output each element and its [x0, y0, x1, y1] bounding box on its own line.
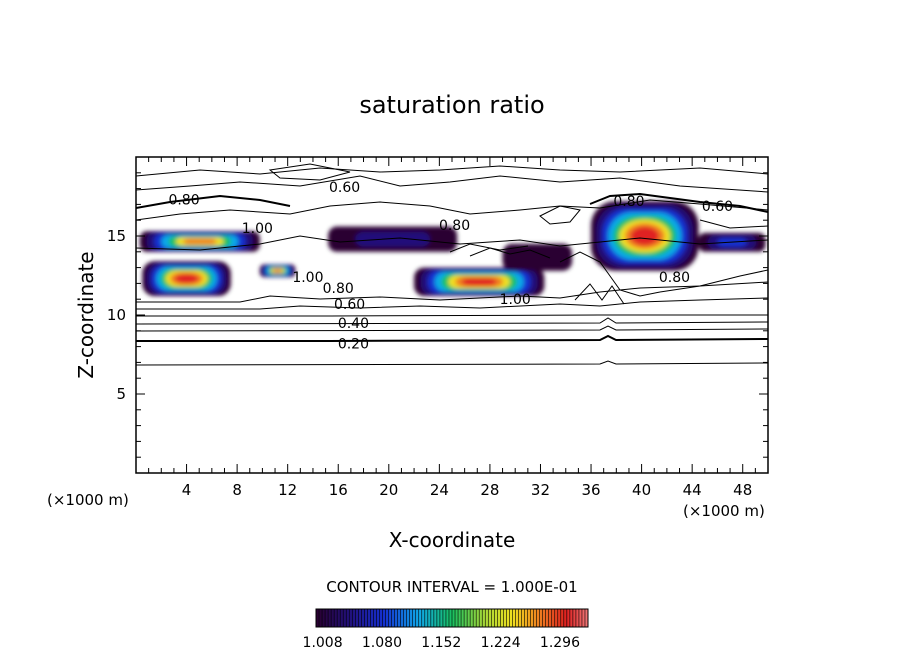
- contour-interval-text: CONTOUR INTERVAL = 1.000E-01: [326, 578, 577, 596]
- contour-label-0: 0.60: [329, 180, 360, 196]
- z-tick-label: 10: [107, 306, 126, 324]
- supersaturated-regions: [139, 201, 766, 297]
- region-3-level-1: [355, 231, 430, 247]
- x-tick-label: 40: [632, 481, 651, 499]
- contour-label-12: 0.80: [659, 270, 690, 286]
- colorbar-label: 1.008: [303, 635, 343, 651]
- x-axis-label: X-coordinate: [389, 528, 516, 552]
- colorbar-ticks: [318, 609, 586, 627]
- x-tick-label: 8: [232, 481, 242, 499]
- colorbar-label: 1.152: [421, 635, 461, 651]
- x-tick-label: 24: [430, 481, 449, 499]
- x-tick-label: 16: [329, 481, 348, 499]
- z-tick-label: 5: [116, 385, 126, 403]
- contour-label-8: 0.60: [334, 297, 365, 313]
- contour-label-1: 0.80: [168, 193, 199, 209]
- y-axis-label: Z-coordinate: [74, 251, 98, 378]
- region-4-level-7: [461, 278, 497, 286]
- region-6: [591, 201, 699, 271]
- x-tick-label: 12: [278, 481, 297, 499]
- contour-lines: [136, 163, 768, 366]
- plot-area: 0.600.80 0.600.801.00 0.801.000.800.600.40…: [136, 157, 768, 473]
- region-6-level-7: [630, 226, 659, 246]
- x-unit-left: (×1000 m): [47, 491, 129, 509]
- contour-label-11: 1.00: [500, 292, 531, 308]
- contour-labels: 0.600.80 0.600.801.00 0.801.000.800.600.40…: [168, 180, 733, 352]
- x-tick-label: 28: [480, 481, 499, 499]
- contour-label-10: 0.20: [338, 336, 369, 352]
- x-tick-label: 4: [182, 481, 192, 499]
- z-tick-label: 15: [107, 227, 126, 245]
- x-tick-label: 44: [683, 481, 702, 499]
- x-tick-label: 32: [531, 481, 550, 499]
- region-0-level-6: [183, 238, 217, 245]
- contour-label-6: 1.00: [292, 270, 323, 286]
- contour-label-7: 0.80: [323, 281, 354, 297]
- region-5: [502, 243, 573, 271]
- colorbar-label: 1.296: [540, 635, 580, 651]
- contour-label-2: 0.60: [702, 199, 733, 215]
- region-2-level-6: [272, 268, 283, 273]
- colorbar-label: 1.224: [481, 635, 521, 651]
- colorbar-labels: 1.008 1.080 1.152 1.224 1.296: [303, 635, 581, 651]
- colorbar-label: 1.080: [362, 635, 402, 651]
- x-axis: 4 8 12 16 20 24 28 32 36 40 44 48: [148, 157, 756, 499]
- region-1-level-7: [174, 274, 199, 284]
- region-5-level-0: [502, 243, 573, 271]
- contour-label-4: 1.00: [242, 221, 273, 237]
- x-tick-label: 36: [581, 481, 600, 499]
- x-tick-label: 20: [379, 481, 398, 499]
- z-axis: 5 10 15: [107, 172, 768, 458]
- region-2: [259, 264, 296, 278]
- region-4: [414, 267, 545, 297]
- contour-label-9: 0.40: [338, 316, 369, 332]
- x-unit-right: (×1000 m): [683, 502, 765, 520]
- x-tick-label: 48: [733, 481, 752, 499]
- region-3: [328, 226, 458, 252]
- contour-label-3: 0.80: [613, 194, 644, 210]
- contour-label-5: 0.80: [439, 218, 470, 234]
- chart-title: saturation ratio: [359, 91, 544, 119]
- region-1: [142, 261, 231, 297]
